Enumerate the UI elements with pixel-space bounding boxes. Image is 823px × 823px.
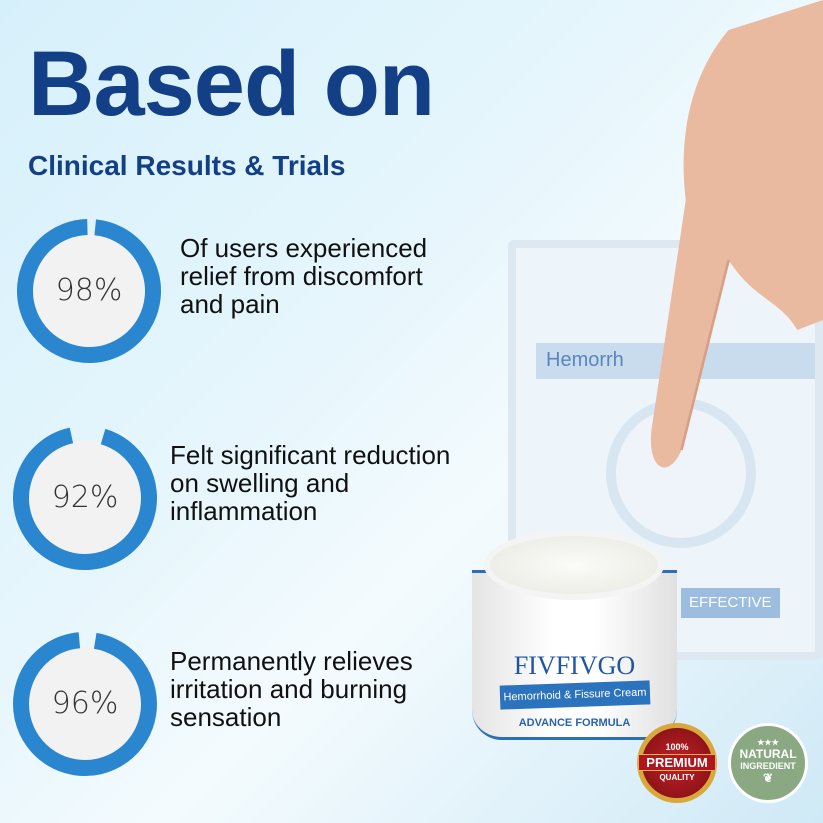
badge-text: PREMIUM	[638, 754, 716, 771]
desc-line: irritation and burning	[170, 674, 408, 704]
badge-text: 100%	[665, 742, 689, 752]
ring-fill	[17, 219, 161, 363]
badge-text: NATURAL	[739, 747, 797, 761]
ring-background	[27, 440, 143, 556]
hand-image	[650, 0, 823, 468]
stat-value: 92%	[51, 480, 119, 515]
desc-line: Of users experienced	[180, 233, 428, 263]
natural-ingredient-badge: ★★★ NATURAL INGREDIENT ❦	[728, 723, 808, 803]
stat-3: 96% Permanently relieves irritation and b…	[0, 631, 500, 781]
stat-description: Felt significant reduction on swelling an…	[170, 441, 500, 525]
jar-body: FIVFIVGO Hemorrhoid & Fissure Cream ADVA…	[472, 570, 677, 740]
desc-line: sensation	[170, 702, 282, 732]
badge-text: QUALITY	[659, 773, 695, 782]
ring-fill	[13, 632, 157, 776]
progress-ring	[13, 632, 157, 776]
cream-jar: FIVFIVGO Hemorrhoid & Fissure Cream ADVA…	[472, 530, 677, 740]
premium-quality-badge: 100% PREMIUM QUALITY	[637, 723, 717, 803]
desc-line: and pain	[180, 289, 280, 319]
stars-icon: ★★★	[757, 738, 779, 747]
stat-description: Of users experienced relief from discomfo…	[180, 234, 510, 318]
box-tag-effective: EFFECTIVE	[681, 588, 780, 618]
progress-ring	[17, 219, 161, 363]
stat-description: Permanently relieves irritation and burni…	[170, 647, 500, 731]
stat-value: 98%	[55, 273, 123, 308]
jar-formula: ADVANCE FORMULA	[518, 717, 631, 729]
ring-background	[27, 646, 143, 762]
leaf-icon: ❦	[762, 771, 774, 785]
stat-value: 96%	[51, 686, 119, 721]
stat-2: 92% Felt significant reduction on swellin…	[0, 425, 500, 575]
ring-background	[31, 233, 147, 349]
desc-line: Felt significant reduction	[170, 440, 451, 470]
ring-fill	[13, 426, 157, 570]
progress-ring	[13, 426, 157, 570]
badge-text: INGREDIENT	[740, 761, 796, 771]
jar-product-name: Hemorrhoid & Fissure Cream	[499, 680, 651, 710]
jar-brand: FIVFIVGO	[513, 651, 636, 680]
stat-1: 98% Of users experienced relief from disc…	[0, 218, 500, 368]
desc-line: inflammation	[170, 496, 318, 526]
cream-surface	[484, 530, 664, 600]
headline: Based on	[28, 33, 435, 135]
desc-line: on swelling and	[170, 468, 350, 498]
desc-line: relief from discomfort	[180, 261, 423, 291]
desc-line: Permanently relieves	[170, 646, 413, 676]
subheadline: Clinical Results & Trials	[28, 150, 346, 181]
